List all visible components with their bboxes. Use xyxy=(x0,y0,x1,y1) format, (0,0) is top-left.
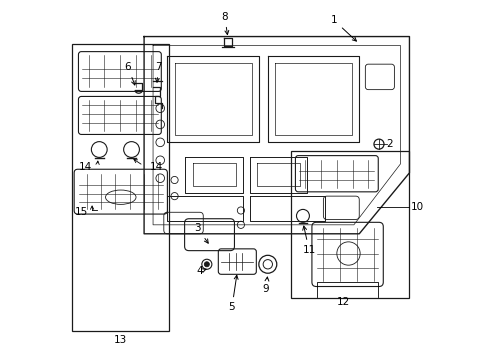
Text: 9: 9 xyxy=(262,277,269,294)
Text: 10: 10 xyxy=(410,202,424,212)
Text: 11: 11 xyxy=(302,226,315,255)
Text: 8: 8 xyxy=(221,12,228,35)
Text: 2: 2 xyxy=(386,139,392,149)
Text: 15: 15 xyxy=(75,207,88,217)
Circle shape xyxy=(204,262,209,267)
Text: 14: 14 xyxy=(149,162,163,172)
Text: 12: 12 xyxy=(336,297,349,307)
Text: 14: 14 xyxy=(79,162,92,172)
Text: 4: 4 xyxy=(196,266,205,276)
Text: 7: 7 xyxy=(155,62,162,82)
Text: 13: 13 xyxy=(114,334,127,345)
Text: 6: 6 xyxy=(124,62,135,85)
Text: 3: 3 xyxy=(194,224,208,243)
Text: 5: 5 xyxy=(228,275,238,312)
Text: 1: 1 xyxy=(330,15,356,41)
